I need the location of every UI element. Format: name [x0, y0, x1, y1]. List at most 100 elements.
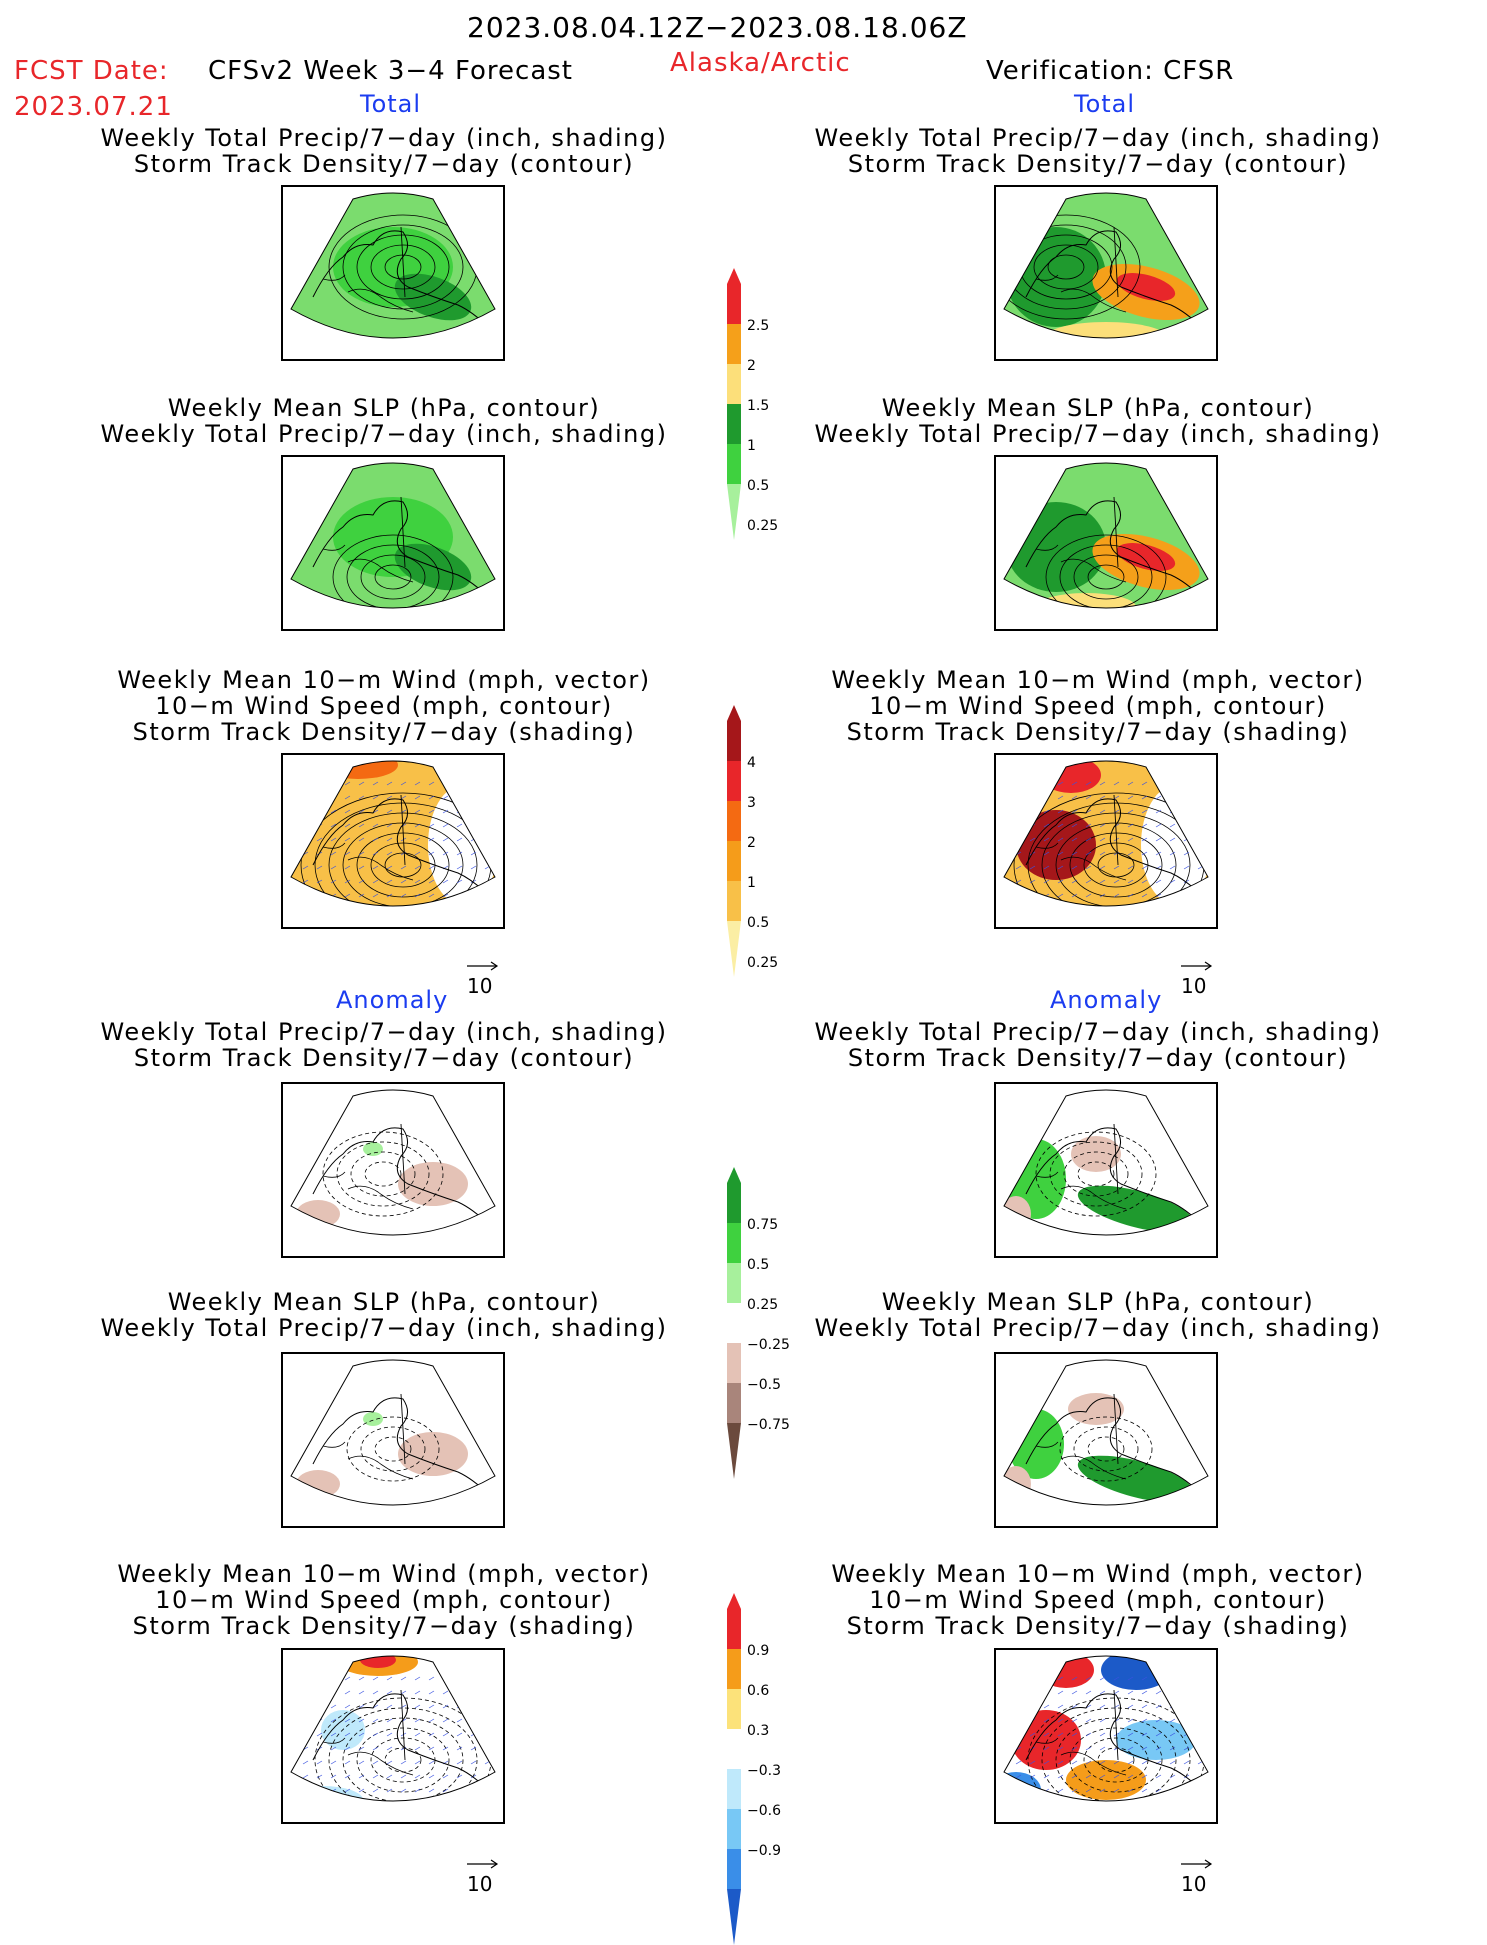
- colorbar-segment: [727, 881, 741, 921]
- colorbar-segment: [727, 284, 741, 324]
- fcst-date-label: FCST Date:: [14, 56, 169, 86]
- panel-title-line: Weekly Total Precip/7−day (inch, shading…: [814, 124, 1382, 152]
- panel-title-line: Weekly Mean SLP (hPa, contour): [167, 394, 601, 422]
- colorbar-segment: [727, 364, 741, 404]
- panel-title-line: Storm Track Density/7−day (contour): [847, 1044, 1349, 1072]
- map-panel-total-precip-forecast: [281, 185, 505, 361]
- colorbar-tick-label: 0.5: [747, 915, 769, 931]
- map-panel-anom-precip-forecast: [281, 1082, 505, 1258]
- colorbar-anom-storm: 0.9 0.6 0.3 −0.3 −0.6 −0.9: [727, 1593, 807, 1945]
- colorbar-tick-label: 0.5: [747, 1257, 769, 1273]
- colorbar-total-precip: 2.5 2 1.5 1 0.5 0.25: [727, 268, 807, 540]
- colorbar-segment: [727, 484, 741, 540]
- colorbar-segment: [727, 1303, 741, 1343]
- fcst-date-value: 2023.07.21: [14, 92, 173, 122]
- colorbar-segment: [727, 1649, 741, 1689]
- panel-title-line: Weekly Total Precip/7−day (inch, shading…: [100, 124, 668, 152]
- colorbar-segment: [727, 1769, 741, 1809]
- panel-title-line: Weekly Mean 10−m Wind (mph, vector): [117, 666, 651, 694]
- colorbar-segment: [727, 1809, 741, 1849]
- map-panel-anom-wind-forecast: [281, 1648, 505, 1824]
- panel-title-line: Weekly Total Precip/7−day (inch, shading…: [100, 420, 668, 448]
- verification-title: Verification: CFSR: [986, 56, 1235, 86]
- panel-title-line: Weekly Total Precip/7−day (inch, shading…: [814, 1018, 1382, 1046]
- colorbar-tick-label: 0.75: [747, 1217, 778, 1233]
- colorbar-tick-label: −0.9: [747, 1843, 781, 1859]
- total-label-left: Total: [360, 90, 422, 118]
- anomaly-label-left: Anomaly: [336, 986, 449, 1014]
- colorbar-top-triangle: [727, 1167, 741, 1183]
- vector-key-label: 10: [467, 974, 493, 998]
- map-panel-total-slp-forecast: [281, 455, 505, 631]
- map-panel-anom-slp-verification: [994, 1352, 1218, 1528]
- vector-key-label: 10: [467, 1872, 493, 1896]
- model-title: CFSv2 Week 3−4 Forecast: [208, 56, 573, 86]
- map-panel-total-precip-verification: [994, 185, 1218, 361]
- colorbar-segment: [727, 1889, 741, 1945]
- colorbar-segment: [727, 444, 741, 484]
- panel-title-line: Storm Track Density/7−day (shading): [132, 718, 636, 746]
- colorbar-tick-label: −0.3: [747, 1763, 781, 1779]
- panel-title-line: Weekly Mean SLP (hPa, contour): [167, 1288, 601, 1316]
- vector-reference-key: 10: [1181, 960, 1221, 1000]
- period-title: 2023.08.04.12Z−2023.08.18.06Z: [467, 11, 968, 44]
- colorbar-tick-label: −0.75: [747, 1417, 790, 1433]
- panel-title-line: Weekly Mean 10−m Wind (mph, vector): [831, 1560, 1365, 1588]
- panel-title-line: Weekly Total Precip/7−day (inch, shading…: [100, 1314, 668, 1342]
- colorbar-tick-label: −0.6: [747, 1803, 781, 1819]
- colorbar-segment: [727, 1849, 741, 1889]
- panel-title-line: Weekly Mean SLP (hPa, contour): [881, 394, 1315, 422]
- panel-title-line: Weekly Total Precip/7−day (inch, shading…: [814, 1314, 1382, 1342]
- colorbar-tick-label: 2: [747, 835, 756, 851]
- map-panel-anom-slp-forecast: [281, 1352, 505, 1528]
- colorbar-segment: [727, 1223, 741, 1263]
- map-panel-total-slp-verification: [994, 455, 1218, 631]
- colorbar-total-storm: 4 3 2 1 0.5 0.25: [727, 705, 807, 977]
- vector-key-label: 10: [1181, 1872, 1207, 1896]
- colorbar-tick-label: 0.25: [747, 955, 778, 971]
- map-panel-total-wind-forecast: [281, 753, 505, 929]
- colorbar-segment: [727, 1263, 741, 1303]
- colorbar-tick-label: 0.5: [747, 478, 769, 494]
- colorbar-tick-label: 0.6: [747, 1683, 769, 1699]
- colorbar-segment: [727, 761, 741, 801]
- colorbar-tick-label: 1: [747, 875, 756, 891]
- vector-key-label: 10: [1181, 974, 1207, 998]
- colorbar-segment: [727, 921, 741, 977]
- colorbar-segment: [727, 1343, 741, 1383]
- panel-title-line: 10−m Wind Speed (mph, contour): [155, 1586, 613, 1614]
- map-panel-total-wind-verification: [994, 753, 1218, 929]
- total-label-right: Total: [1074, 90, 1136, 118]
- map-panel-anom-wind-verification: [994, 1648, 1218, 1824]
- colorbar-tick-label: 0.3: [747, 1723, 769, 1739]
- panel-title-line: 10−m Wind Speed (mph, contour): [155, 692, 613, 720]
- colorbar-top-triangle: [727, 1593, 741, 1609]
- panel-title-line: 10−m Wind Speed (mph, contour): [869, 1586, 1327, 1614]
- colorbar-segment: [727, 1729, 741, 1769]
- colorbar-tick-label: 0.25: [747, 518, 778, 534]
- colorbar-anom-precip: 0.75 0.5 0.25 −0.25 −0.5 −0.75: [727, 1167, 807, 1479]
- colorbar-segment: [727, 404, 741, 444]
- panel-title-line: Storm Track Density/7−day (contour): [133, 150, 635, 178]
- panel-title-line: Storm Track Density/7−day (shading): [846, 1612, 1350, 1640]
- colorbar-segment: [727, 324, 741, 364]
- panel-title-line: Storm Track Density/7−day (contour): [847, 150, 1349, 178]
- colorbar-tick-label: 0.25: [747, 1297, 778, 1313]
- vector-reference-key: 10: [467, 960, 507, 1000]
- region-title: Alaska/Arctic: [670, 48, 851, 78]
- colorbar-top-triangle: [727, 268, 741, 284]
- colorbar-top-triangle: [727, 705, 741, 721]
- colorbar-segment: [727, 841, 741, 881]
- colorbar-segment: [727, 1689, 741, 1729]
- colorbar-segment: [727, 801, 741, 841]
- map-panel-anom-precip-verification: [994, 1082, 1218, 1258]
- panel-title-line: 10−m Wind Speed (mph, contour): [869, 692, 1327, 720]
- colorbar-segment: [727, 1183, 741, 1223]
- panel-title-line: Weekly Total Precip/7−day (inch, shading…: [100, 1018, 668, 1046]
- colorbar-tick-label: 0.9: [747, 1643, 769, 1659]
- panel-title-line: Weekly Mean 10−m Wind (mph, vector): [117, 1560, 651, 1588]
- colorbar-tick-label: 2.5: [747, 318, 769, 334]
- colorbar-segment: [727, 1609, 741, 1649]
- colorbar-segment: [727, 1383, 741, 1423]
- colorbar-tick-label: −0.5: [747, 1377, 781, 1393]
